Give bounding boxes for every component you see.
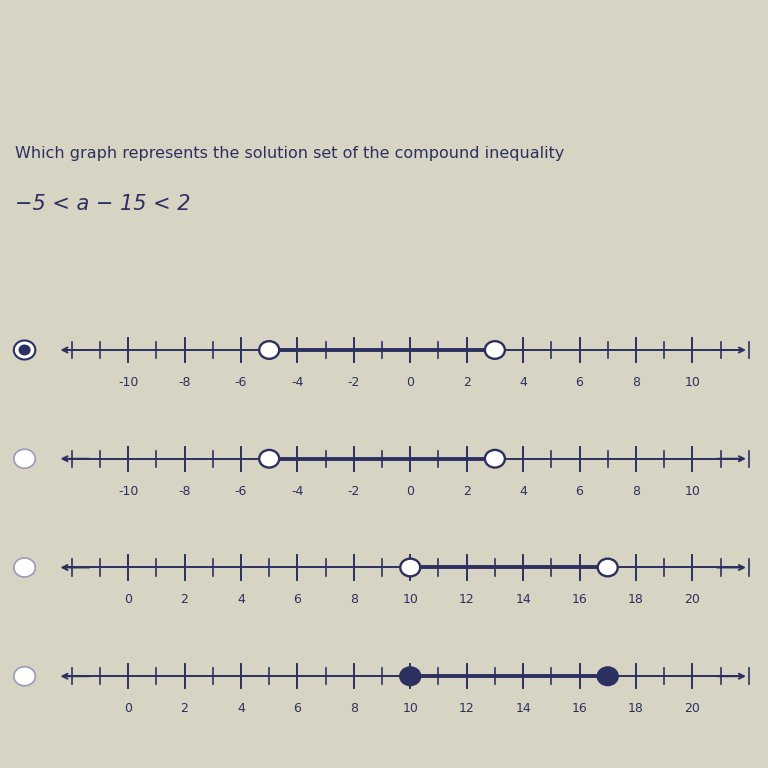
Circle shape [14, 340, 35, 359]
Text: -6: -6 [235, 485, 247, 498]
Text: 4: 4 [519, 485, 527, 498]
Text: 0: 0 [406, 485, 414, 498]
Text: 2: 2 [463, 485, 471, 498]
Text: Which graph represents the solution set of the compound inequality: Which graph represents the solution set … [15, 146, 564, 161]
Text: 0: 0 [124, 594, 132, 606]
Text: 12: 12 [458, 702, 475, 715]
Ellipse shape [598, 667, 617, 685]
Ellipse shape [485, 341, 505, 359]
Text: 10: 10 [684, 376, 700, 389]
Text: 4: 4 [237, 702, 245, 715]
Text: 16: 16 [571, 702, 588, 715]
Text: 18: 18 [628, 702, 644, 715]
Text: 4: 4 [519, 376, 527, 389]
Circle shape [14, 449, 35, 468]
Text: -2: -2 [348, 376, 360, 389]
Text: 18: 18 [628, 594, 644, 606]
Text: 16: 16 [571, 594, 588, 606]
Text: 14: 14 [515, 594, 531, 606]
Text: 12: 12 [458, 594, 475, 606]
Text: -8: -8 [178, 376, 190, 389]
Text: -10: -10 [118, 376, 138, 389]
Text: -8: -8 [178, 485, 190, 498]
Text: -6: -6 [235, 376, 247, 389]
Text: 8: 8 [632, 485, 640, 498]
Circle shape [14, 558, 35, 577]
Text: 10: 10 [684, 485, 700, 498]
Circle shape [14, 667, 35, 686]
Text: 4: 4 [237, 594, 245, 606]
Text: 6: 6 [575, 376, 584, 389]
Ellipse shape [598, 558, 617, 576]
Text: 14: 14 [515, 702, 531, 715]
Text: 2: 2 [180, 702, 188, 715]
Text: 2: 2 [463, 376, 471, 389]
Text: 10: 10 [402, 594, 419, 606]
Text: 20: 20 [684, 594, 700, 606]
Text: 8: 8 [632, 376, 640, 389]
Text: -2: -2 [348, 485, 360, 498]
Text: 8: 8 [350, 594, 358, 606]
Text: 2: 2 [180, 594, 188, 606]
Text: −5 < a − 15 < 2: −5 < a − 15 < 2 [15, 194, 191, 214]
Ellipse shape [260, 450, 280, 468]
Text: 6: 6 [293, 594, 301, 606]
Ellipse shape [260, 341, 280, 359]
Text: 0: 0 [406, 376, 414, 389]
Text: 8: 8 [350, 702, 358, 715]
Ellipse shape [400, 558, 420, 576]
Ellipse shape [400, 667, 420, 685]
Text: -4: -4 [291, 376, 303, 389]
Circle shape [19, 346, 30, 355]
Text: 20: 20 [684, 702, 700, 715]
Text: 0: 0 [124, 702, 132, 715]
Text: -4: -4 [291, 485, 303, 498]
Ellipse shape [485, 450, 505, 468]
Text: 6: 6 [293, 702, 301, 715]
Text: -10: -10 [118, 485, 138, 498]
Text: 10: 10 [402, 702, 419, 715]
Text: 6: 6 [575, 485, 584, 498]
